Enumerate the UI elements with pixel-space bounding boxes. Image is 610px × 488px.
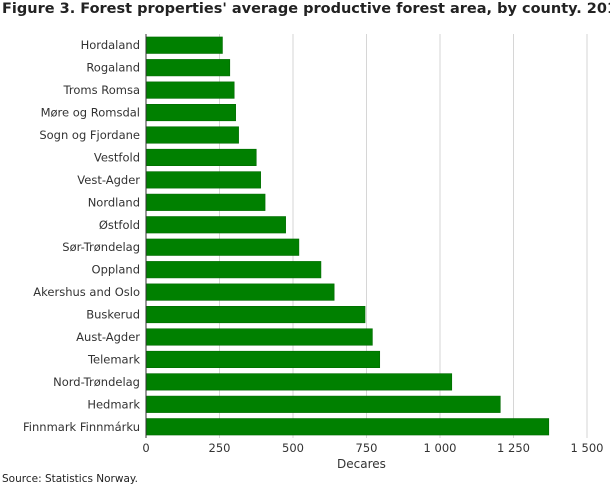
bar <box>145 104 236 122</box>
x-tick-label: 750 <box>356 441 378 455</box>
bar <box>145 418 550 436</box>
bar <box>145 283 335 301</box>
x-tick-label: 1 500 <box>571 441 604 455</box>
x-axis-title: Decares <box>337 457 386 470</box>
bar <box>145 171 261 189</box>
category-label: Nordland <box>88 195 140 209</box>
category-label: Hedmark <box>87 397 140 411</box>
category-label: Telemark <box>87 352 140 366</box>
category-label: Aust-Agder <box>76 330 140 344</box>
category-label: Hordaland <box>81 38 140 52</box>
category-label: Oppland <box>92 263 140 277</box>
bar <box>145 81 235 99</box>
bar <box>145 350 381 368</box>
category-label: Sør-Trøndelag <box>62 240 140 254</box>
horizontal-bar-chart: Hordaland Rogaland Troms Romsa Møre og Roms… <box>23 34 604 470</box>
bar <box>145 59 231 77</box>
category-label: Vest-Agder <box>77 173 140 187</box>
bar <box>145 216 286 234</box>
category-label: Troms Romsa <box>63 83 140 97</box>
bar <box>145 148 257 166</box>
category-label: Vestfold <box>94 150 140 164</box>
bar <box>145 395 501 413</box>
bar <box>145 306 366 324</box>
bar <box>145 126 239 144</box>
category-label: Møre og Romsdal <box>41 106 140 120</box>
x-tick-label: 500 <box>282 441 304 455</box>
source-note: Source: Statistics Norway. <box>2 473 138 485</box>
category-label: Nord-Trøndelag <box>53 375 140 389</box>
bar <box>145 373 453 391</box>
category-label: Finnmark Finnmárku <box>23 420 140 434</box>
x-tick-label: 250 <box>209 441 231 455</box>
x-tick-label: 0 <box>142 441 149 455</box>
category-label: Buskerud <box>86 308 140 322</box>
bar <box>145 193 266 211</box>
category-label: Akershus and Oslo <box>33 285 140 299</box>
category-label: Rogaland <box>86 61 140 75</box>
x-tick-label: 1 000 <box>424 441 457 455</box>
category-label: Østfold <box>99 218 140 232</box>
x-tick-label: 1 250 <box>497 441 530 455</box>
bar <box>145 328 373 346</box>
bar <box>145 36 223 54</box>
chart-title: Figure 3. Forest properties' average pro… <box>2 1 610 17</box>
bar <box>145 261 322 279</box>
category-label: Sogn og Fjordane <box>39 128 140 142</box>
bar <box>145 238 300 256</box>
